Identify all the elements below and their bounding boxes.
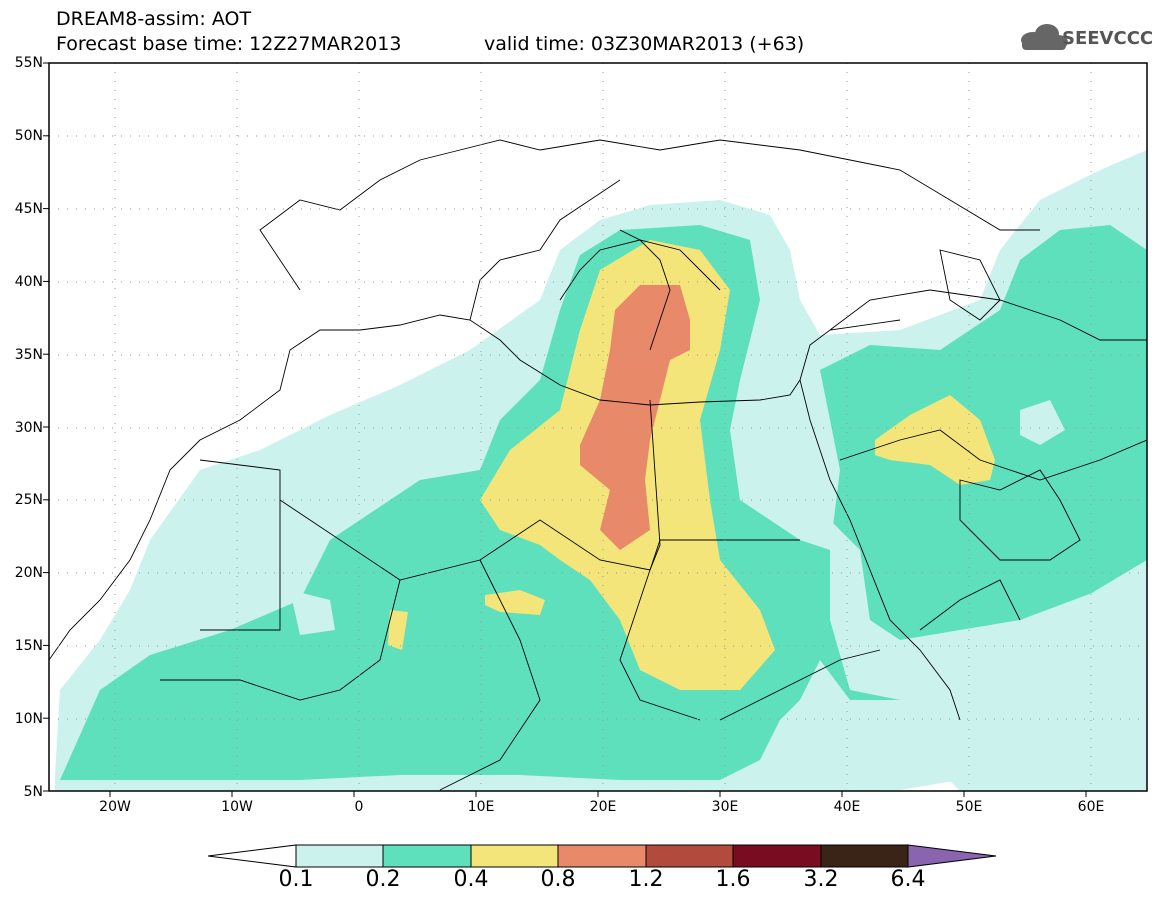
colorbar-label: 0.1: [278, 867, 314, 892]
lon-label: 0: [354, 799, 364, 815]
lat-label: 5N: [23, 784, 43, 800]
contour-0.1-patch: [1020, 400, 1065, 445]
colorbar-swatch-1: [382, 844, 472, 868]
lat-label: 50N: [14, 128, 43, 144]
cloud-icon: [1021, 24, 1068, 50]
lon-label: 20W: [99, 799, 131, 815]
forecast-base-time: Forecast base time: 12Z27MAR2013: [56, 33, 402, 55]
lon-label: 50E: [955, 799, 983, 815]
colorbar-over-triangle: [907, 844, 997, 868]
colorbar: [207, 844, 997, 868]
colorbar-label: 0.2: [365, 867, 401, 892]
lon-label: 10E: [467, 799, 495, 815]
contour-0.4-patch: [388, 610, 408, 650]
colorbar-label: 6.4: [890, 867, 926, 892]
contour-0.4-patch: [875, 395, 995, 485]
graticule: [49, 63, 1147, 791]
lat-label: 45N: [14, 201, 43, 217]
contour-0.4-patch: [485, 590, 545, 615]
colorbar-swatch-6: [820, 844, 909, 868]
colorbar-label: 3.2: [803, 867, 839, 892]
colorbar-swatch-0: [295, 844, 384, 868]
lon-label: 40E: [833, 799, 861, 815]
colorbar-swatch-2: [470, 844, 559, 868]
lon-label: 10W: [221, 799, 253, 815]
coastlines: [49, 139, 1147, 791]
lat-label: 25N: [14, 492, 43, 508]
colorbar-label: 1.6: [715, 867, 751, 892]
colorbar-label: 0.4: [453, 867, 489, 892]
contour-0.1-patch: [830, 520, 1147, 791]
colorbar-swatch-3: [557, 844, 647, 868]
map-title: DREAM8-assim: AOT: [56, 8, 252, 30]
lat-label: 55N: [14, 55, 43, 71]
lat-label: 40N: [14, 274, 43, 290]
colorbar-swatch-5: [732, 844, 822, 868]
logo-text: SEEVCCC: [1062, 28, 1154, 49]
lon-label: 60E: [1077, 799, 1105, 815]
colorbar-label: 1.2: [628, 867, 664, 892]
colorbar-label: 0.8: [540, 867, 576, 892]
lat-label: 30N: [14, 420, 43, 436]
contour-0.1-patch: [290, 590, 335, 635]
lat-label: 15N: [14, 638, 43, 654]
lon-label: 30E: [711, 799, 739, 815]
valid-time: valid time: 03Z30MAR2013 (+63): [484, 33, 805, 55]
axis-ticks: [43, 62, 1087, 797]
lat-label: 10N: [14, 711, 43, 727]
contour-0.8: [580, 285, 690, 550]
aot-field: [55, 150, 1147, 791]
colorbar-under-triangle: [207, 844, 297, 868]
lat-label: 35N: [14, 347, 43, 363]
colorbar-swatch-4: [645, 844, 734, 868]
lat-label: 20N: [14, 565, 43, 581]
lon-label: 20E: [589, 799, 617, 815]
